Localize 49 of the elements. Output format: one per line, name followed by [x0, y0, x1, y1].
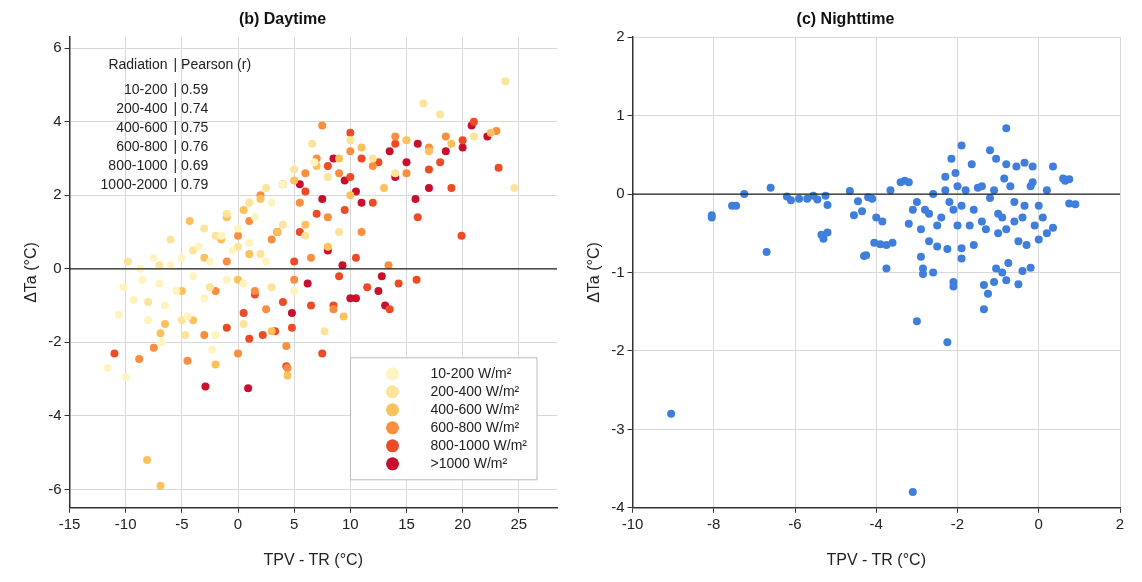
legend-label: 800-1000 W/m²	[430, 436, 528, 453]
annotation: 200-400 | 0.74	[116, 100, 209, 117]
y-tick-label: -4	[48, 406, 62, 424]
x-tick-label: 5	[290, 514, 299, 532]
y-tick-label: -2	[48, 332, 62, 350]
x-tick-label: -6	[788, 514, 802, 532]
x-tick-label: 0	[1034, 514, 1043, 532]
y-tick-label: 2	[616, 27, 625, 45]
x-tick-label: 25	[510, 514, 528, 532]
x-tick-label: -10	[621, 514, 644, 532]
legend-label: >1000 W/m²	[430, 454, 508, 471]
y-tick-label: 1	[616, 105, 625, 123]
chart-title: (b) Daytime	[238, 10, 327, 28]
annotation: 600-800 | 0.76	[116, 138, 209, 155]
chart-title: (c) Nighttime	[796, 10, 895, 28]
y-axis-title: ΔTa (°C)	[22, 242, 40, 303]
x-tick-label: 0	[233, 514, 243, 532]
y-tick-label: 2	[53, 185, 62, 203]
legend-label: 600-800 W/m²	[430, 418, 520, 435]
x-tick-label: 10	[341, 514, 359, 532]
annotation: 400-600 | 0.75	[116, 119, 209, 136]
x-tick-label: -15	[58, 514, 81, 532]
y-axis-title: ΔTa (°C)	[585, 242, 603, 303]
x-tick-label: 15	[398, 514, 415, 532]
y-tick-label: 0	[53, 258, 62, 276]
y-tick-label: -3	[611, 419, 625, 437]
x-tick-label: -5	[175, 514, 189, 532]
annotation: Radiation | Pearson (r)	[108, 56, 252, 73]
y-tick-label: -4	[611, 497, 625, 515]
y-tick-label: 4	[53, 111, 62, 129]
y-tick-label: 0	[616, 184, 625, 202]
legend-label: 10-200 W/m²	[430, 364, 512, 381]
y-tick-label: -1	[611, 262, 625, 280]
x-tick-label: 2	[1115, 514, 1125, 532]
annotation: 800-1000 | 0.69	[108, 157, 209, 174]
x-tick-label: -8	[707, 514, 721, 532]
x-axis-title: TPV - TR (°C)	[263, 550, 363, 568]
annotation: 1000-2000 | 0.79	[100, 176, 209, 193]
y-tick-label: -2	[611, 341, 625, 359]
y-tick-label: -6	[48, 479, 62, 497]
legend-label: 200-400 W/m²	[430, 382, 520, 399]
legend-label: 400-600 W/m²	[430, 400, 520, 417]
x-tick-label: -4	[869, 514, 883, 532]
x-tick-label: -10	[114, 514, 137, 532]
x-axis-title: TPV - TR (°C)	[826, 550, 926, 568]
x-tick-label: 20	[454, 514, 471, 532]
x-tick-label: -2	[950, 514, 965, 532]
y-tick-label: 6	[53, 38, 62, 56]
annotation: 10-200 | 0.59	[123, 81, 209, 98]
